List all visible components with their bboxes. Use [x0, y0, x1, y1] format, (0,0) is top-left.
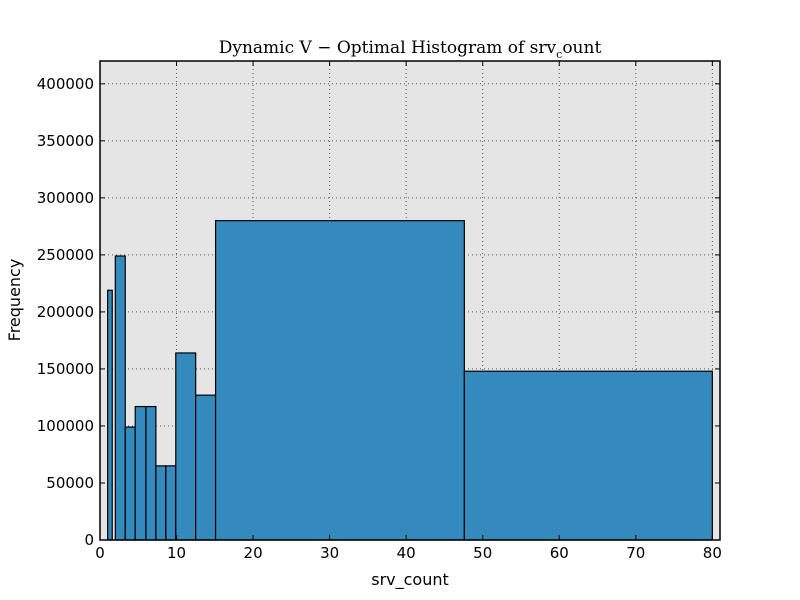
x-axis-label: srv_count	[371, 570, 449, 590]
x-tick-label: 80	[703, 544, 722, 562]
plot-frame	[99, 60, 721, 541]
x-tick-label: 70	[626, 544, 645, 562]
y-tick-label: 350000	[37, 132, 94, 150]
y-tick-label: 300000	[37, 189, 94, 207]
histogram-bar	[124, 426, 136, 541]
histogram-bar	[195, 394, 217, 541]
histogram-bar	[134, 405, 147, 541]
histogram-bar	[463, 370, 713, 541]
plot-area: 0 10 20 30 40 50 60 70 80 0 50000 100000 150000 20000…	[37, 60, 722, 562]
x-tick-label: 30	[320, 544, 339, 562]
y-tick-label: 400000	[37, 75, 94, 93]
y-tick-label: 0	[84, 531, 94, 549]
histogram-bar	[175, 352, 197, 541]
x-tick-label: 60	[550, 544, 569, 562]
histogram-bar	[107, 289, 113, 541]
x-tick-label: 10	[167, 544, 186, 562]
y-tick-label: 100000	[37, 417, 94, 435]
x-tick-label: 50	[473, 544, 492, 562]
x-tick-label: 40	[397, 544, 416, 562]
y-tick-label: 50000	[46, 474, 94, 492]
chart-title-suffix: ount	[562, 38, 601, 58]
x-tick-label: 0	[95, 544, 105, 562]
histogram-bar	[214, 220, 465, 541]
histogram-bar	[165, 465, 177, 541]
x-tick-label: 20	[244, 544, 263, 562]
histogram-bar	[155, 465, 167, 541]
y-tick-label: 200000	[37, 303, 94, 321]
histogram-bar	[145, 405, 157, 541]
chart-title: Dynamic V − Optimal Histogram of srvcoun…	[219, 38, 602, 61]
y-axis-label: Frequency	[5, 259, 24, 342]
y-tick-label: 250000	[37, 246, 94, 264]
chart-title-main: Dynamic V − Optimal Histogram of srv	[219, 38, 557, 58]
chart-title-subscript: c	[556, 48, 562, 61]
y-tick-label: 150000	[37, 360, 94, 378]
histogram-bar	[114, 255, 126, 541]
